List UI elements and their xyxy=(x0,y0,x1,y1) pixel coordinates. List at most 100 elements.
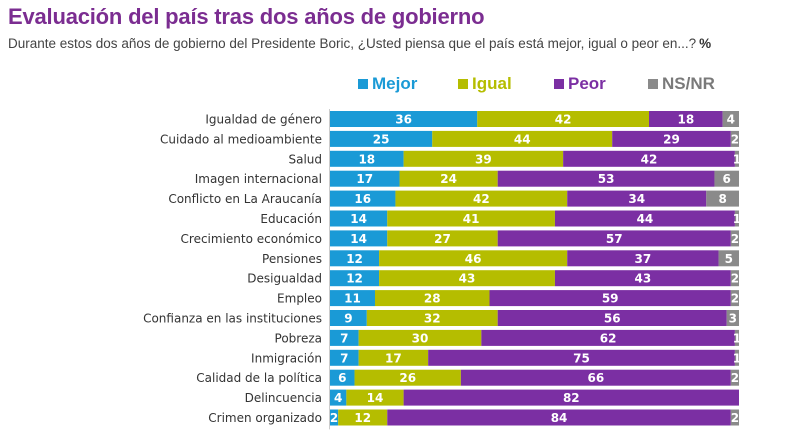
value-label-peor: 82 xyxy=(563,391,580,405)
value-label-mejor: 11 xyxy=(344,292,361,306)
value-label-mejor: 7 xyxy=(340,331,348,345)
bar-segment-ns-nr xyxy=(730,270,739,287)
value-label-peor: 84 xyxy=(551,411,568,425)
category-label: Cuidado al medioambiente xyxy=(160,132,322,146)
legend-swatch-igual xyxy=(458,79,468,89)
bar-segment-igual xyxy=(346,389,404,406)
value-label-peor: 62 xyxy=(600,331,617,345)
bar-row-pobreza: Pobreza 7 30 62 1 xyxy=(275,329,741,346)
value-label-igual: 17 xyxy=(385,351,402,365)
bar-segment-igual xyxy=(379,270,555,287)
bar-segment-igual xyxy=(477,111,650,127)
value-label-ns-nr: 6 xyxy=(723,172,731,186)
value-label-peor: 59 xyxy=(602,292,619,306)
bar-segment-ns-nr xyxy=(734,349,739,366)
bar-segment-igual xyxy=(395,190,568,207)
value-label-igual: 26 xyxy=(399,371,416,385)
value-label-igual: 14 xyxy=(367,391,384,405)
bar-segment-peor xyxy=(567,250,719,267)
bar-segment-peor xyxy=(563,150,735,167)
chart-title: Evaluación del país tras dos años de gob… xyxy=(8,4,485,29)
bar-row-igualdad-de-g-nero: Igualdad de género 36 42 18 4 xyxy=(205,111,739,127)
bar-segment-igual xyxy=(432,130,613,147)
category-label: Imagen internacional xyxy=(195,172,322,186)
bar-segment-igual xyxy=(354,369,461,386)
bar-segment-ns-nr xyxy=(734,210,739,227)
bar-segment-peor xyxy=(403,389,739,406)
value-label-peor: 66 xyxy=(587,371,604,385)
value-label-peor: 53 xyxy=(598,172,615,186)
value-label-igual: 27 xyxy=(434,232,451,246)
value-label-igual: 24 xyxy=(440,172,457,186)
category-label: Conflicto en La Araucanía xyxy=(168,192,322,206)
bar-segment-ns-nr xyxy=(718,250,739,267)
bar-segment-ns-nr xyxy=(734,329,739,346)
bar-segment-mejor xyxy=(330,369,355,386)
category-label: Educación xyxy=(260,212,322,226)
value-label-igual: 44 xyxy=(514,132,531,146)
value-label-igual: 41 xyxy=(463,212,480,226)
bar-segment-ns-nr xyxy=(730,409,739,426)
legend: Mejor Igual Peor NS/NR xyxy=(358,74,715,94)
value-label-ns-nr: 2 xyxy=(731,232,739,246)
bar-segment-peor xyxy=(481,329,735,346)
value-label-ns-nr: 1 xyxy=(733,331,741,345)
bar-segment-peor xyxy=(554,270,731,287)
bar-segment-ns-nr xyxy=(730,369,739,386)
unit-label: % xyxy=(699,36,712,51)
value-label-peor: 18 xyxy=(677,113,694,127)
value-label-ns-nr: 1 xyxy=(733,212,741,226)
bar-segment-peor xyxy=(387,409,731,426)
value-label-igual: 28 xyxy=(424,292,441,306)
bar-segment-mejor xyxy=(330,290,375,307)
bar-row-educaci-n: Educación 14 41 44 1 xyxy=(260,210,741,227)
value-label-peor: 29 xyxy=(663,132,680,146)
bar-row-crecimiento-econ-mico: Crecimiento económico 14 27 57 2 xyxy=(181,230,739,247)
legend-item-mejor: Mejor xyxy=(358,74,458,94)
bar-segment-mejor xyxy=(330,310,367,326)
category-label: Igualdad de género xyxy=(205,113,322,127)
legend-label-igual: Igual xyxy=(472,74,512,93)
bar-segment-igual xyxy=(403,150,564,167)
bar-row-empleo: Empleo 11 28 59 2 xyxy=(277,290,739,307)
bar-row-salud: Salud 18 39 42 1 xyxy=(288,150,741,167)
value-label-ns-nr: 1 xyxy=(733,351,741,365)
value-label-igual: 42 xyxy=(555,113,572,127)
bar-row-calidad-de-la-pol-tica: Calidad de la política 6 26 66 2 xyxy=(196,369,739,386)
legend-swatch-mejor xyxy=(358,79,368,89)
bar-segment-peor xyxy=(497,310,727,326)
bar-segment-mejor xyxy=(330,270,380,287)
value-label-peor: 43 xyxy=(635,272,652,286)
bar-segment-mejor xyxy=(330,111,478,127)
bar-segment-ns-nr xyxy=(730,230,739,247)
bar-segment-igual xyxy=(379,250,568,267)
bar-segment-ns-nr xyxy=(734,150,739,167)
category-label: Empleo xyxy=(277,292,322,306)
bar-segment-peor xyxy=(554,210,735,227)
value-label-peor: 56 xyxy=(604,312,621,326)
value-label-mejor: 18 xyxy=(358,152,375,166)
value-label-ns-nr: 1 xyxy=(733,152,741,166)
value-label-mejor: 9 xyxy=(344,312,352,326)
legend-label-nsnr: NS/NR xyxy=(662,74,715,93)
bar-segment-mejor xyxy=(330,329,359,346)
value-label-ns-nr: 3 xyxy=(729,312,737,326)
bar-segment-peor xyxy=(460,369,731,386)
bar-segment-igual xyxy=(366,310,498,326)
value-label-mejor: 7 xyxy=(340,351,348,365)
value-label-mejor: 4 xyxy=(334,391,342,405)
bar-segment-igual xyxy=(374,290,490,307)
category-label: Pobreza xyxy=(275,331,322,345)
value-label-igual: 32 xyxy=(424,312,441,326)
bar-segment-igual xyxy=(387,210,555,227)
bar-segment-ns-nr xyxy=(730,290,739,307)
legend-swatch-peor xyxy=(554,79,564,89)
legend-item-peor: Peor xyxy=(554,74,648,94)
value-label-mejor: 12 xyxy=(346,272,363,286)
legend-swatch-nsnr xyxy=(648,79,658,89)
bar-segment-mejor xyxy=(330,389,347,406)
value-label-mejor: 12 xyxy=(346,252,363,266)
bar-segment-mejor xyxy=(330,349,359,366)
value-label-peor: 75 xyxy=(573,351,590,365)
value-label-peor: 44 xyxy=(637,212,654,226)
